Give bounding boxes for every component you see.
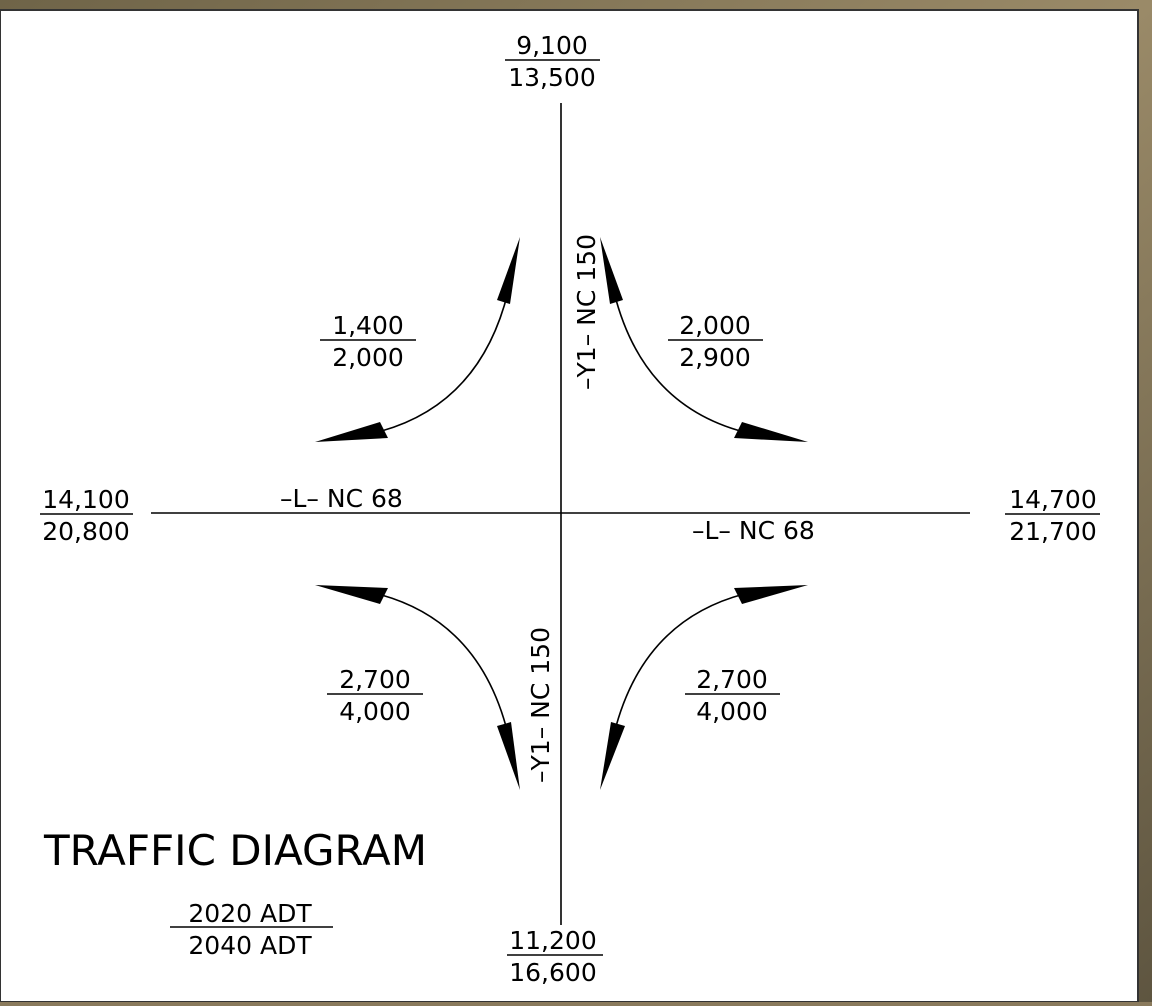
page: TRAFFIC DIAGRAM 2020 ADT 2040 ADT –L– NC… xyxy=(0,0,1152,1002)
diagram-title: TRAFFIC DIAGRAM xyxy=(43,826,427,875)
volume-top: 9,100 xyxy=(516,31,588,60)
volume-top: 14,100 xyxy=(42,485,129,514)
diagram: TRAFFIC DIAGRAM 2020 ADT 2040 ADT –L– NC… xyxy=(0,0,1152,1002)
volume-bottom: 16,600 xyxy=(509,958,596,987)
volume-top: 14,700 xyxy=(1009,485,1096,514)
volume-top: 11,200 xyxy=(509,926,596,955)
volume-top: 2,000 xyxy=(679,311,751,340)
volume-bottom: 4,000 xyxy=(339,697,411,726)
volume-bottom: 4,000 xyxy=(696,697,768,726)
volume-bottom: 2,900 xyxy=(679,343,751,372)
volume-bottom: 2,000 xyxy=(332,343,404,372)
volume-bottom: 20,800 xyxy=(42,517,129,546)
volume-top: 1,400 xyxy=(332,311,404,340)
volume-top: 2,700 xyxy=(339,665,411,694)
legend-bottom: 2040 ADT xyxy=(188,931,312,960)
road-label: –Y1– NC 150 xyxy=(526,627,555,783)
legend-top: 2020 ADT xyxy=(188,899,312,928)
road-label: –L– NC 68 xyxy=(692,516,815,545)
volume-top: 2,700 xyxy=(696,665,768,694)
road-label: –L– NC 68 xyxy=(280,484,403,513)
volume-bottom: 13,500 xyxy=(508,63,595,92)
road-label: –Y1– NC 150 xyxy=(572,234,601,390)
volume-bottom: 21,700 xyxy=(1009,517,1096,546)
